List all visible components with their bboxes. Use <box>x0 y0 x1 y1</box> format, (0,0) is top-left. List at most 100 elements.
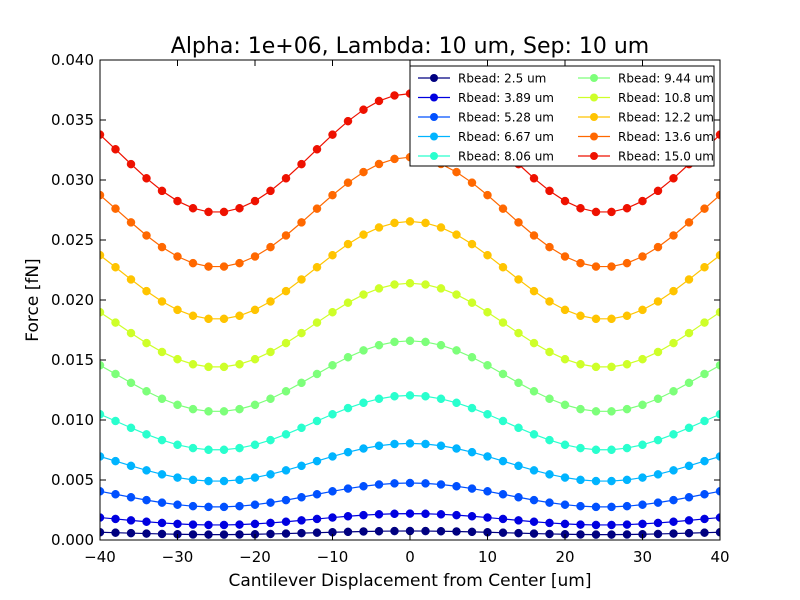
data-point-rbead-12-2-um <box>607 314 616 324</box>
data-point-rbead-10-8-um <box>715 307 720 317</box>
data-point-rbead-3-89-um <box>173 519 182 529</box>
data-point-rbead-6-67-um <box>390 439 399 449</box>
y-tick-label: 0.010 <box>51 411 94 429</box>
data-point-rbead-8-06-um <box>467 403 477 413</box>
legend-label-rbead-6-67-um: Rbead: 6.67 um <box>458 130 554 144</box>
data-point-rbead-12-2-um <box>638 305 647 315</box>
data-point-rbead-10-8-um <box>622 360 632 369</box>
legend-label-rbead-8-06-um: Rbead: 8.06 um <box>458 150 554 164</box>
data-point-rbead-3-89-um <box>281 517 291 526</box>
data-point-rbead-6-67-um <box>560 473 570 482</box>
data-point-rbead-9-44-um <box>405 336 415 346</box>
data-point-rbead-13-6-um <box>560 252 570 261</box>
data-point-rbead-8-06-um <box>622 443 632 453</box>
data-point-rbead-3-89-um <box>638 519 647 529</box>
data-point-rbead-9-44-um <box>126 378 136 388</box>
x-tick-label: 10 <box>478 548 497 566</box>
data-point-rbead-5-28-um <box>498 489 508 499</box>
data-point-rbead-12-2-um <box>359 230 368 239</box>
data-point-rbead-15-0-um <box>607 207 616 217</box>
data-point-rbead-5-28-um <box>653 498 663 507</box>
data-point-rbead-15-0-um <box>297 159 306 169</box>
data-point-rbead-5-28-um <box>591 502 601 512</box>
data-point-rbead-8-06-um <box>359 398 368 408</box>
data-point-rbead-8-06-um <box>591 445 601 455</box>
x-tick-label: −30 <box>162 548 194 566</box>
data-point-rbead-12-2-um <box>328 250 337 260</box>
data-point-rbead-13-6-um <box>684 218 694 227</box>
data-point-rbead-10-8-um <box>157 347 167 357</box>
data-point-rbead-10-8-um <box>281 338 291 348</box>
data-point-rbead-8-06-um <box>100 410 105 419</box>
data-point-rbead-15-0-um <box>560 196 570 206</box>
data-point-rbead-5-28-um <box>359 482 368 491</box>
data-point-rbead-6-67-um <box>359 444 368 453</box>
data-point-rbead-10-8-um <box>700 318 709 327</box>
data-point-rbead-10-8-um <box>483 307 492 317</box>
data-point-rbead-8-06-um <box>281 430 291 439</box>
data-point-rbead-15-0-um <box>157 186 167 196</box>
data-point-rbead-8-06-um <box>390 392 399 401</box>
data-point-rbead-15-0-um <box>622 203 632 213</box>
data-point-rbead-15-0-um <box>312 145 322 154</box>
data-point-rbead-5-28-um <box>684 492 694 502</box>
data-point-rbead-9-44-um <box>312 369 322 379</box>
data-point-rbead-13-6-um <box>343 178 353 187</box>
data-point-rbead-9-44-um <box>100 361 105 370</box>
data-point-rbead-8-06-um <box>576 443 585 453</box>
data-point-rbead-5-28-um <box>622 501 632 511</box>
data-point-rbead-10-8-um <box>219 362 229 372</box>
legend-marker-rbead-3-89-um <box>430 93 438 102</box>
data-point-rbead-9-44-um <box>297 378 306 388</box>
data-point-rbead-15-0-um <box>100 130 105 139</box>
data-point-rbead-12-2-um <box>684 275 694 284</box>
legend-label-rbead-5-28-um: Rbead: 5.28 um <box>458 111 554 125</box>
data-point-rbead-2-5-um <box>700 528 709 537</box>
data-point-rbead-8-06-um <box>452 398 461 408</box>
data-point-rbead-3-89-um <box>390 509 399 519</box>
data-point-rbead-2-5-um <box>374 526 384 536</box>
data-point-rbead-13-6-um <box>281 231 291 240</box>
x-tick-label: −10 <box>317 548 349 566</box>
data-point-rbead-8-06-um <box>266 435 275 445</box>
data-point-rbead-12-2-um <box>173 305 182 315</box>
data-point-rbead-13-6-um <box>235 258 244 268</box>
data-point-rbead-10-8-um <box>173 354 182 364</box>
data-point-rbead-13-6-um <box>359 167 368 177</box>
data-point-rbead-12-2-um <box>498 262 508 272</box>
data-point-rbead-8-06-um <box>126 423 136 433</box>
data-point-rbead-5-28-um <box>343 484 353 493</box>
data-point-rbead-6-67-um <box>545 470 554 479</box>
data-point-rbead-12-2-um <box>669 286 678 296</box>
data-point-rbead-9-44-um <box>219 407 229 416</box>
data-point-rbead-10-8-um <box>100 307 105 317</box>
data-point-rbead-12-2-um <box>560 305 570 315</box>
data-point-rbead-12-2-um <box>188 311 198 321</box>
data-point-rbead-15-0-um <box>173 196 182 206</box>
data-point-rbead-2-5-um <box>529 529 539 538</box>
data-point-rbead-13-6-um <box>498 204 508 213</box>
data-point-rbead-2-5-um <box>715 527 720 537</box>
data-point-rbead-3-89-um <box>452 510 461 520</box>
data-point-rbead-6-67-um <box>126 461 136 471</box>
data-point-rbead-5-28-um <box>607 502 616 512</box>
data-point-rbead-12-2-um <box>219 314 229 324</box>
data-point-rbead-13-6-um <box>173 252 182 261</box>
data-point-rbead-9-44-um <box>157 394 167 404</box>
data-point-rbead-15-0-um <box>591 207 601 217</box>
data-point-rbead-3-89-um <box>529 517 539 526</box>
x-tick-label: −40 <box>84 548 116 566</box>
data-point-rbead-5-28-um <box>204 502 213 512</box>
data-point-rbead-12-2-um <box>111 262 120 272</box>
data-point-rbead-6-67-um <box>436 441 446 450</box>
data-point-rbead-9-44-um <box>529 387 539 396</box>
data-point-rbead-8-06-um <box>545 435 554 445</box>
data-point-rbead-10-8-um <box>297 328 306 338</box>
data-point-rbead-9-44-um <box>111 369 120 379</box>
data-point-rbead-9-44-um <box>669 387 678 396</box>
data-point-rbead-5-28-um <box>142 495 151 505</box>
data-point-rbead-9-44-um <box>715 361 720 370</box>
data-point-rbead-8-06-um <box>405 391 415 400</box>
data-point-rbead-2-5-um <box>684 528 694 538</box>
chart-title: Alpha: 1e+06, Lambda: 10 um, Sep: 10 um <box>171 34 649 59</box>
